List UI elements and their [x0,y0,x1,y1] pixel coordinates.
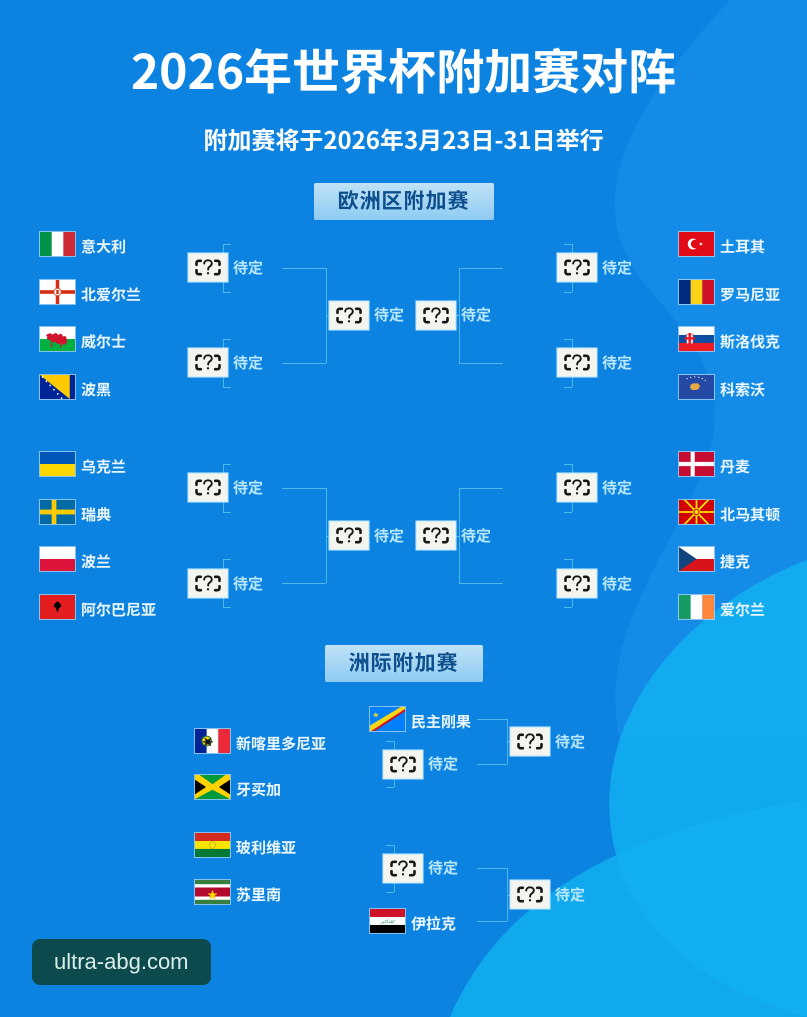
svg-text:الله أكبر: الله أكبر [380,918,395,925]
